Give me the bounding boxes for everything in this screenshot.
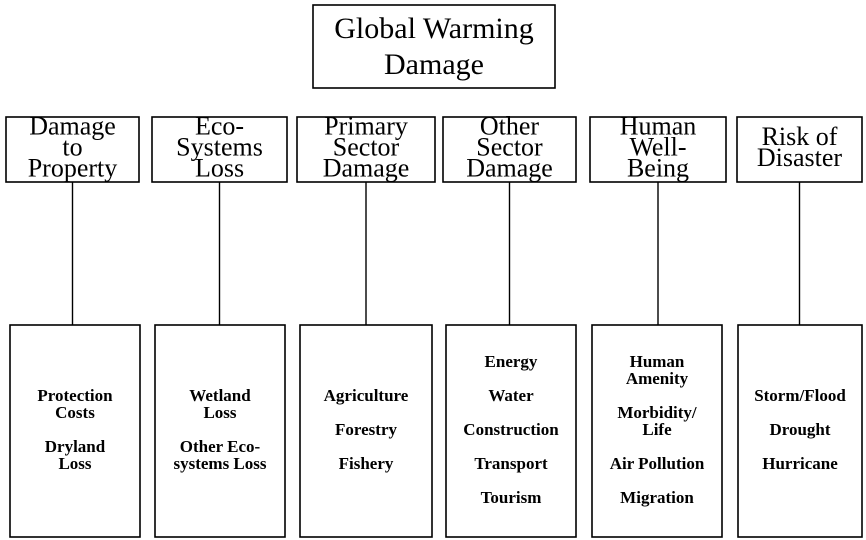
item-text: Life	[642, 420, 672, 439]
item-text: systems Loss	[173, 454, 266, 473]
items-box	[154, 324, 286, 538]
category-label: Risk of	[762, 122, 838, 151]
category-label: Property	[28, 153, 118, 182]
category-label: Systems	[176, 132, 263, 161]
item-text: Forestry	[335, 420, 397, 439]
item-text: Costs	[55, 403, 95, 422]
category-box	[442, 116, 577, 183]
category-box	[589, 116, 727, 183]
category-box	[151, 116, 288, 183]
item-text: Human	[630, 352, 685, 371]
item-text: Water	[488, 386, 534, 405]
category-label: Well-	[629, 132, 686, 161]
title-line: Damage	[384, 48, 484, 81]
title-box	[312, 4, 556, 89]
items-box	[299, 324, 433, 538]
category-box	[736, 116, 863, 183]
category-label: Damage	[466, 153, 553, 182]
item-text: Transport	[474, 454, 548, 473]
items-box	[445, 324, 577, 538]
category-label: to	[62, 132, 82, 161]
items-box	[591, 324, 723, 538]
items-box	[9, 324, 141, 538]
item-text: Energy	[485, 352, 538, 371]
item-text: Dryland	[45, 437, 106, 456]
item-text: Other Eco-	[180, 437, 261, 456]
item-text: Air Pollution	[610, 454, 705, 473]
category-box	[296, 116, 436, 183]
item-text: Loss	[203, 403, 236, 422]
category-label: Sector	[476, 132, 543, 161]
category-label: Being	[627, 153, 689, 182]
item-text: Storm/Flood	[754, 386, 846, 405]
item-text: Drought	[769, 420, 830, 439]
category-label: Human	[620, 111, 697, 140]
item-text: Hurricane	[762, 454, 838, 473]
item-text: Migration	[620, 488, 694, 507]
category-label: Disaster	[757, 143, 843, 172]
item-text: Protection	[37, 386, 113, 405]
item-text: Construction	[463, 420, 559, 439]
item-text: Wetland	[189, 386, 251, 405]
item-text: Morbidity/	[617, 403, 697, 422]
items-box	[737, 324, 863, 538]
item-text: Amenity	[626, 369, 689, 388]
category-label: Primary	[324, 111, 408, 140]
item-text: Fishery	[339, 454, 394, 473]
category-label: Sector	[333, 132, 400, 161]
title-line: Global Warming	[334, 12, 534, 45]
category-label: Other	[480, 111, 540, 140]
category-label: Eco-	[195, 111, 244, 140]
item-text: Tourism	[481, 488, 542, 507]
category-label: Loss	[195, 153, 244, 182]
category-box	[5, 116, 140, 183]
category-label: Damage	[323, 153, 410, 182]
category-label: Damage	[29, 111, 116, 140]
item-text: Agriculture	[324, 386, 409, 405]
item-text: Loss	[58, 454, 91, 473]
